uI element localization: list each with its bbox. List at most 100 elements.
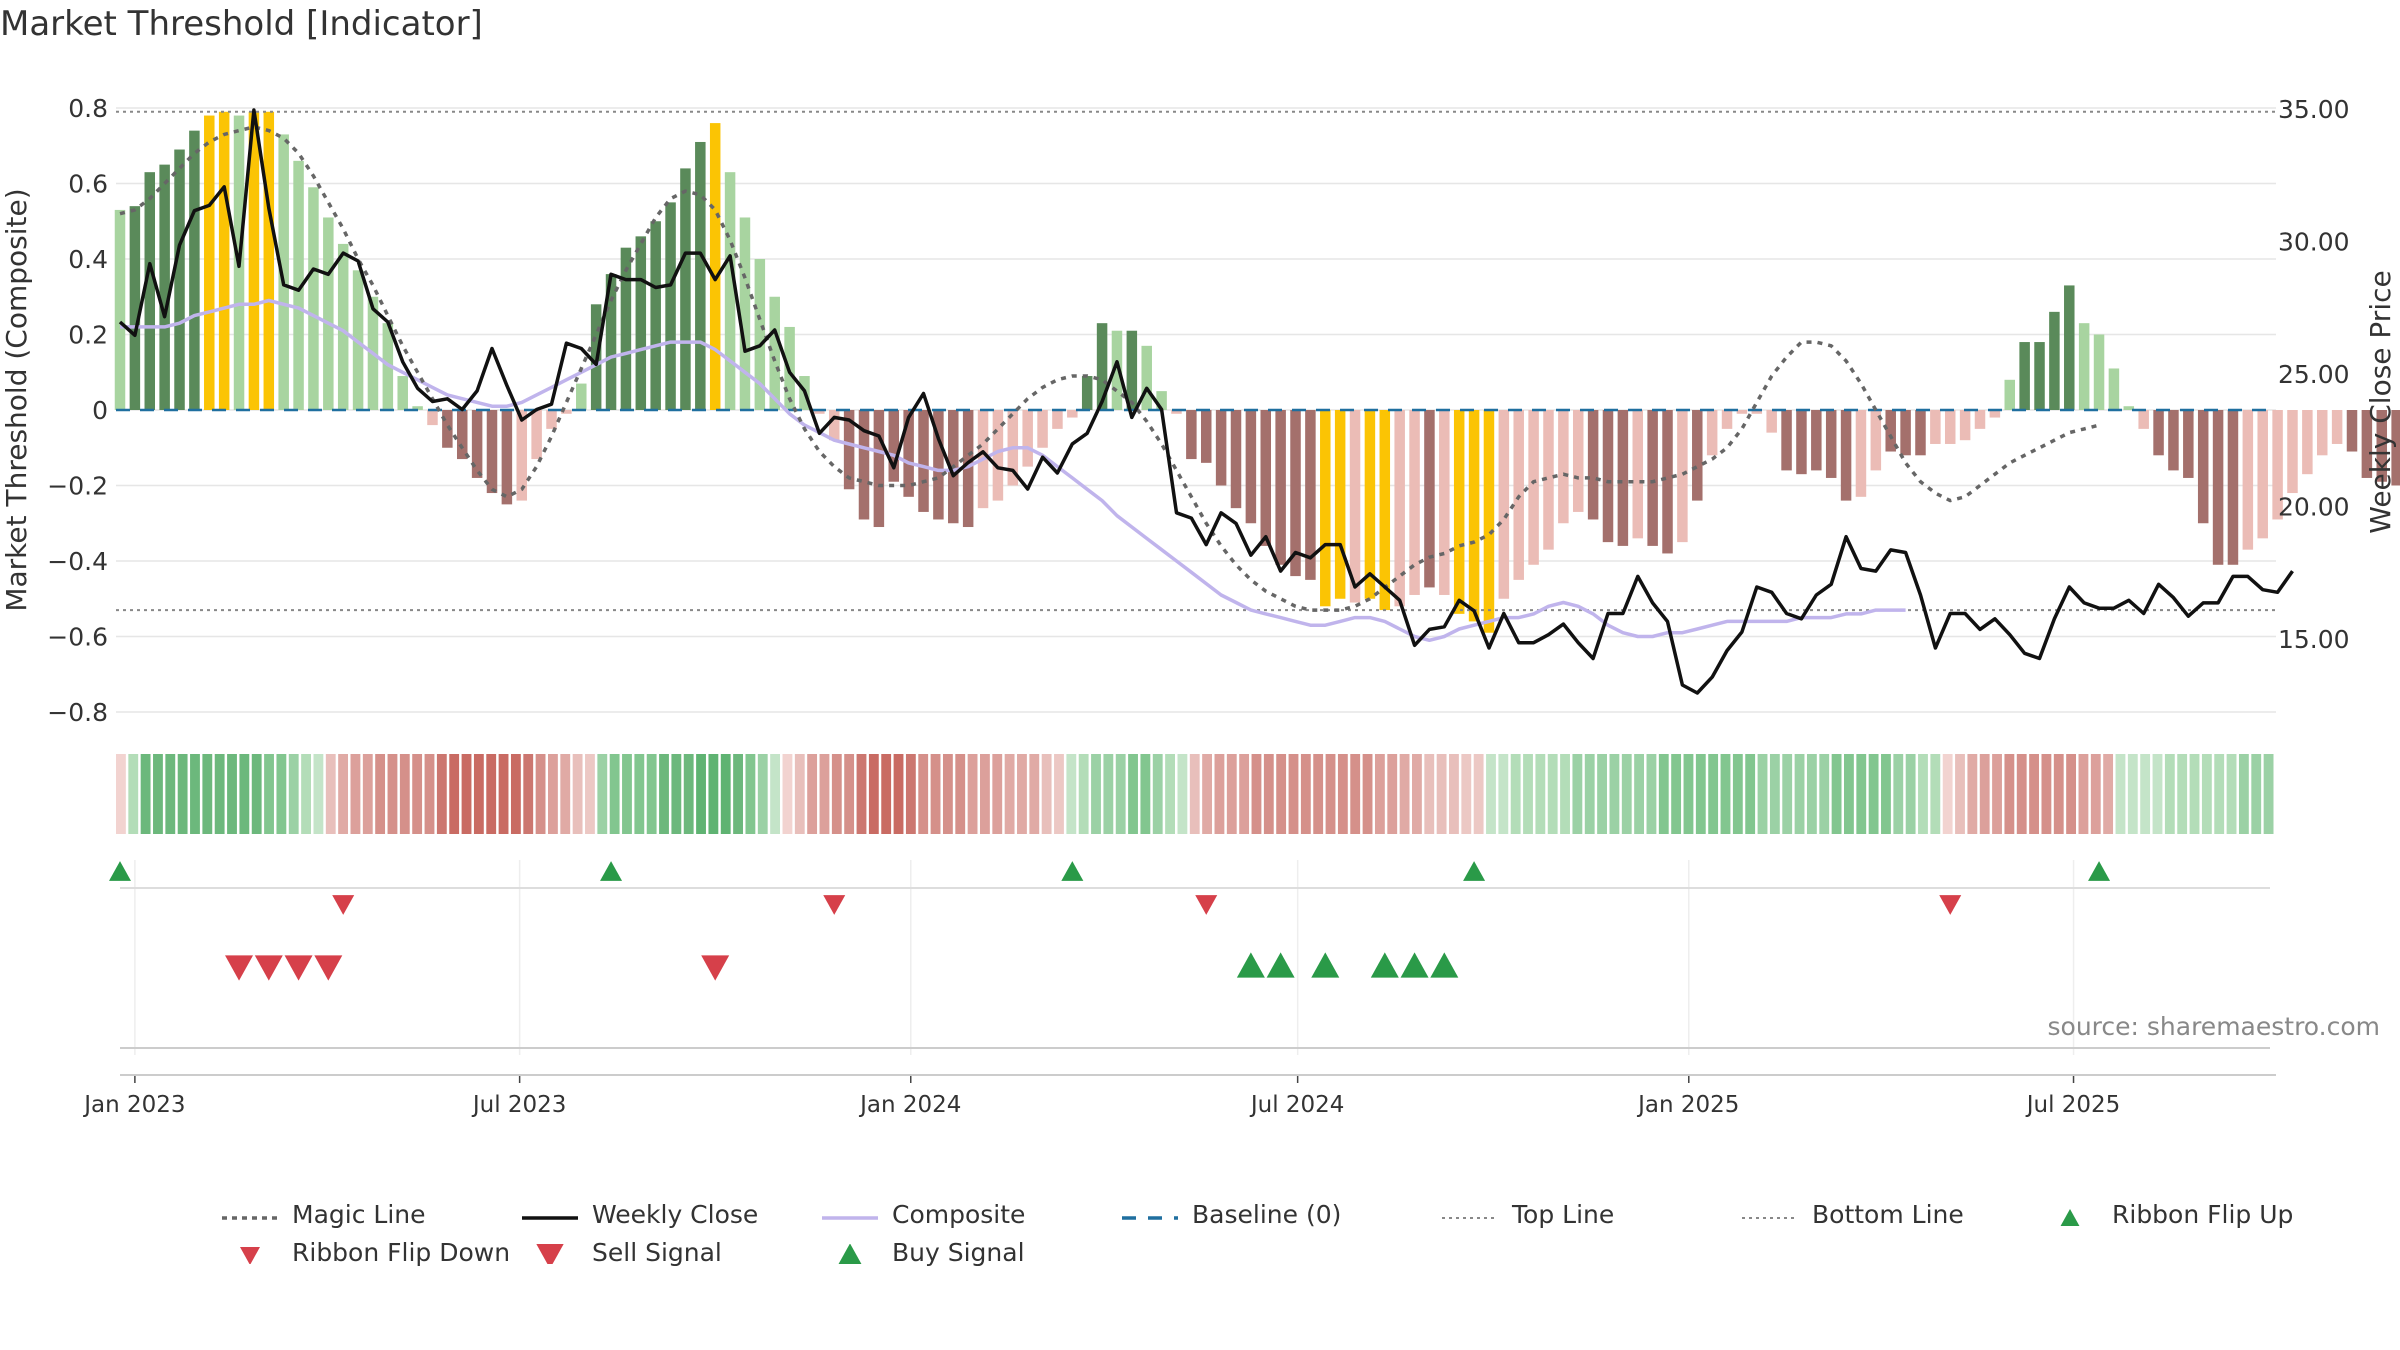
composite-bar xyxy=(2302,410,2313,475)
composite-bar xyxy=(1468,410,1480,622)
composite-bar xyxy=(1483,410,1495,633)
legend-item: Bottom Line xyxy=(1740,1200,1964,1229)
ribbon-segment xyxy=(1547,754,1558,834)
composite-bar xyxy=(2391,410,2400,486)
composite-bar xyxy=(546,410,557,429)
ribbon-segment xyxy=(1658,754,1669,834)
composite-bar xyxy=(1572,410,1584,512)
composite-bar xyxy=(1587,410,1599,520)
ribbon-segment xyxy=(1202,754,1213,834)
composite-bar xyxy=(962,410,974,528)
ribbon-segment xyxy=(1004,754,1015,834)
legend-swatch xyxy=(1122,1216,1178,1220)
ribbon-segment xyxy=(1189,754,1200,834)
ribbon-segment xyxy=(1473,754,1484,834)
ribbon-segment xyxy=(1621,754,1632,834)
legend-label: Ribbon Flip Down xyxy=(292,1238,511,1267)
composite-bar xyxy=(1647,410,1658,546)
composite-bar xyxy=(1915,410,1926,456)
ribbon-segment xyxy=(2127,754,2138,834)
ribbon-segment xyxy=(831,754,842,834)
ribbon-segment xyxy=(214,754,225,834)
y-tick-label: 0.2 xyxy=(68,321,108,350)
composite-bar xyxy=(337,243,349,410)
ribbon-segment xyxy=(1979,754,1990,834)
composite-bar xyxy=(2316,410,2328,456)
composite-bar xyxy=(724,172,736,410)
composite-bar xyxy=(858,410,870,520)
ribbon-segment xyxy=(1449,754,1459,834)
ribbon-segment xyxy=(1930,754,1941,834)
buy-signal-marker xyxy=(1370,952,1399,978)
composite-bar xyxy=(769,296,780,410)
ribbon-segment xyxy=(1152,754,1163,834)
ribbon-segment xyxy=(424,754,435,834)
legend-swatch xyxy=(838,1244,862,1264)
ribbon-segment xyxy=(1609,754,1620,834)
composite-bar xyxy=(204,115,215,411)
ribbon-segment xyxy=(745,754,756,834)
ribbon-segment xyxy=(560,754,571,834)
composite-bar xyxy=(1424,410,1435,588)
ribbon-segment xyxy=(1782,754,1793,834)
legend-label: Magic Line xyxy=(292,1200,426,1229)
ribbon-segment xyxy=(893,754,904,834)
ribbon-segment xyxy=(992,754,1003,834)
ribbon-segment xyxy=(412,754,423,834)
composite-bar xyxy=(2331,410,2343,444)
legend-swatch xyxy=(822,1216,878,1220)
composite-bar xyxy=(814,410,825,414)
ribbon-segment xyxy=(1041,754,1052,834)
ribbon-segment xyxy=(535,754,546,834)
ribbon-segment xyxy=(2189,754,2200,834)
composite-bar xyxy=(1930,410,1941,444)
ribbon-segment xyxy=(1523,754,1533,834)
ribbon-segment xyxy=(140,754,151,834)
ribbon-segment xyxy=(1819,754,1830,834)
ribbon-segment xyxy=(1683,754,1694,834)
ribbon-segment xyxy=(2177,754,2188,834)
ribbon-flip-up-marker xyxy=(600,861,623,881)
ribbon-segment xyxy=(856,754,867,834)
composite-bar xyxy=(1944,410,1956,444)
ribbon-segment xyxy=(350,754,361,834)
ribbon-flip-down-marker xyxy=(332,895,355,915)
ribbon-segment xyxy=(585,754,595,834)
ribbon-segment xyxy=(1646,754,1657,834)
ribbon-segment xyxy=(375,754,386,834)
composite-bar xyxy=(1260,410,1272,546)
composite-bar xyxy=(248,111,260,411)
ribbon-segment xyxy=(1844,754,1854,834)
y2-tick-label: 20.00 xyxy=(2278,493,2350,522)
ribbon-segment xyxy=(2016,754,2027,834)
composite-bar xyxy=(918,410,929,512)
ribbon-segment xyxy=(1399,754,1410,834)
composite-bar xyxy=(754,259,766,410)
ribbon-segment xyxy=(1572,754,1583,834)
ribbon-segment xyxy=(1276,754,1287,834)
x-tick-label: Jan 2023 xyxy=(82,1092,185,1118)
ribbon-segment xyxy=(1177,754,1188,834)
ribbon-segment xyxy=(1942,754,1953,834)
composite-bar xyxy=(1543,410,1554,550)
ribbon-segment xyxy=(1140,754,1151,834)
ribbon-segment xyxy=(905,754,916,834)
composite-bar xyxy=(1602,410,1614,543)
ribbon-segment xyxy=(1745,754,1756,834)
legend-label: Ribbon Flip Up xyxy=(2112,1200,2294,1229)
ribbon-segment xyxy=(609,754,620,834)
ribbon-segment xyxy=(288,754,299,834)
legend-item: Baseline (0) xyxy=(1120,1200,1341,1229)
ribbon-flip-down-marker xyxy=(823,895,846,915)
composite-bar xyxy=(2153,410,2164,456)
composite-bar xyxy=(1320,410,1331,607)
composite-bar xyxy=(2049,311,2060,410)
composite-bar xyxy=(650,221,661,410)
ribbon-segment xyxy=(2090,754,2101,834)
composite-bar xyxy=(933,410,944,520)
composite-bar xyxy=(1453,410,1465,614)
ribbon-segment xyxy=(819,754,830,834)
ribbon-segment xyxy=(980,754,990,834)
composite-bar xyxy=(516,410,528,501)
composite-bar xyxy=(159,164,170,410)
